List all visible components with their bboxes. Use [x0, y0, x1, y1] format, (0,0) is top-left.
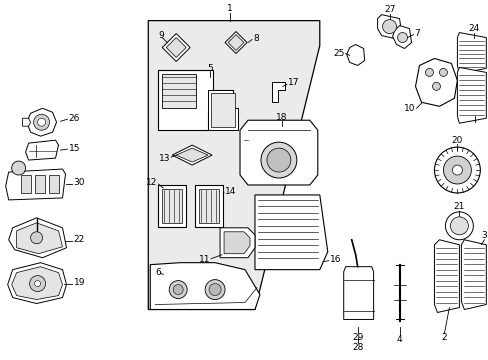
Polygon shape [346, 45, 364, 66]
Polygon shape [150, 263, 260, 310]
Circle shape [209, 284, 221, 296]
Text: 8: 8 [252, 34, 258, 43]
Circle shape [169, 280, 187, 298]
Circle shape [261, 142, 296, 178]
Text: 7: 7 [414, 29, 419, 38]
Text: 26: 26 [68, 114, 80, 123]
Polygon shape [6, 169, 65, 200]
Circle shape [173, 285, 183, 294]
Text: 19: 19 [73, 278, 85, 287]
Polygon shape [208, 90, 238, 130]
Text: 14: 14 [224, 188, 236, 197]
Circle shape [443, 156, 470, 184]
Polygon shape [224, 232, 249, 254]
Polygon shape [392, 26, 411, 49]
Text: 29: 29 [351, 333, 363, 342]
Text: 24: 24 [468, 24, 479, 33]
Circle shape [445, 212, 472, 240]
Polygon shape [162, 75, 196, 108]
Polygon shape [456, 67, 486, 123]
Polygon shape [377, 15, 401, 39]
Polygon shape [17, 223, 62, 254]
Text: 2: 2 [441, 333, 447, 342]
Circle shape [35, 280, 41, 287]
Polygon shape [26, 108, 57, 136]
Polygon shape [415, 58, 456, 106]
Polygon shape [433, 240, 458, 312]
Polygon shape [271, 82, 285, 102]
Text: 12: 12 [145, 179, 157, 188]
Polygon shape [211, 93, 235, 127]
Polygon shape [224, 32, 246, 54]
Text: 30: 30 [73, 179, 85, 188]
Bar [195, 185, 223, 227]
Text: 20: 20 [451, 136, 462, 145]
Polygon shape [227, 35, 244, 50]
Text: 15: 15 [68, 144, 80, 153]
Polygon shape [148, 21, 319, 310]
Polygon shape [9, 218, 66, 258]
Text: 13: 13 [159, 154, 170, 163]
Polygon shape [162, 33, 190, 62]
Polygon shape [456, 32, 486, 73]
Circle shape [433, 147, 479, 193]
Circle shape [397, 32, 407, 42]
Circle shape [30, 276, 45, 292]
Text: 10: 10 [403, 104, 415, 113]
Bar [48, 175, 59, 193]
Text: 9: 9 [158, 31, 163, 40]
Text: 16: 16 [329, 255, 341, 264]
Text: 6: 6 [155, 268, 161, 277]
Text: 17: 17 [287, 78, 299, 87]
Circle shape [12, 161, 25, 175]
Text: 3: 3 [481, 231, 486, 240]
Circle shape [382, 20, 396, 33]
Text: 5: 5 [207, 64, 213, 73]
Polygon shape [158, 71, 233, 130]
Polygon shape [343, 267, 373, 319]
Polygon shape [254, 195, 327, 270]
Bar [199, 189, 219, 223]
Circle shape [449, 217, 468, 235]
Polygon shape [220, 228, 254, 258]
Bar [158, 185, 186, 227]
Text: 21: 21 [453, 202, 464, 211]
Polygon shape [22, 118, 31, 126]
Text: 4: 4 [396, 335, 402, 344]
Circle shape [266, 148, 290, 172]
Bar [20, 175, 31, 193]
Text: 27: 27 [383, 5, 394, 14]
Polygon shape [176, 148, 208, 162]
Polygon shape [8, 263, 66, 303]
Text: 22: 22 [73, 235, 84, 244]
Circle shape [34, 114, 49, 130]
Circle shape [431, 82, 440, 90]
Text: 11: 11 [198, 255, 210, 264]
Polygon shape [166, 37, 186, 58]
Text: 1: 1 [227, 4, 232, 13]
Bar [162, 189, 182, 223]
Circle shape [204, 280, 224, 300]
Circle shape [451, 165, 462, 175]
Circle shape [425, 68, 432, 76]
Text: 18: 18 [276, 113, 287, 122]
Text: 28: 28 [351, 343, 363, 352]
Polygon shape [461, 240, 486, 310]
Polygon shape [172, 145, 212, 165]
Text: 25: 25 [333, 49, 344, 58]
Bar [35, 175, 44, 193]
Circle shape [31, 232, 42, 244]
Polygon shape [240, 120, 317, 185]
Circle shape [38, 118, 45, 126]
Circle shape [439, 68, 447, 76]
Polygon shape [25, 140, 59, 160]
Text: 23: 23 [468, 108, 480, 117]
Polygon shape [12, 267, 62, 300]
